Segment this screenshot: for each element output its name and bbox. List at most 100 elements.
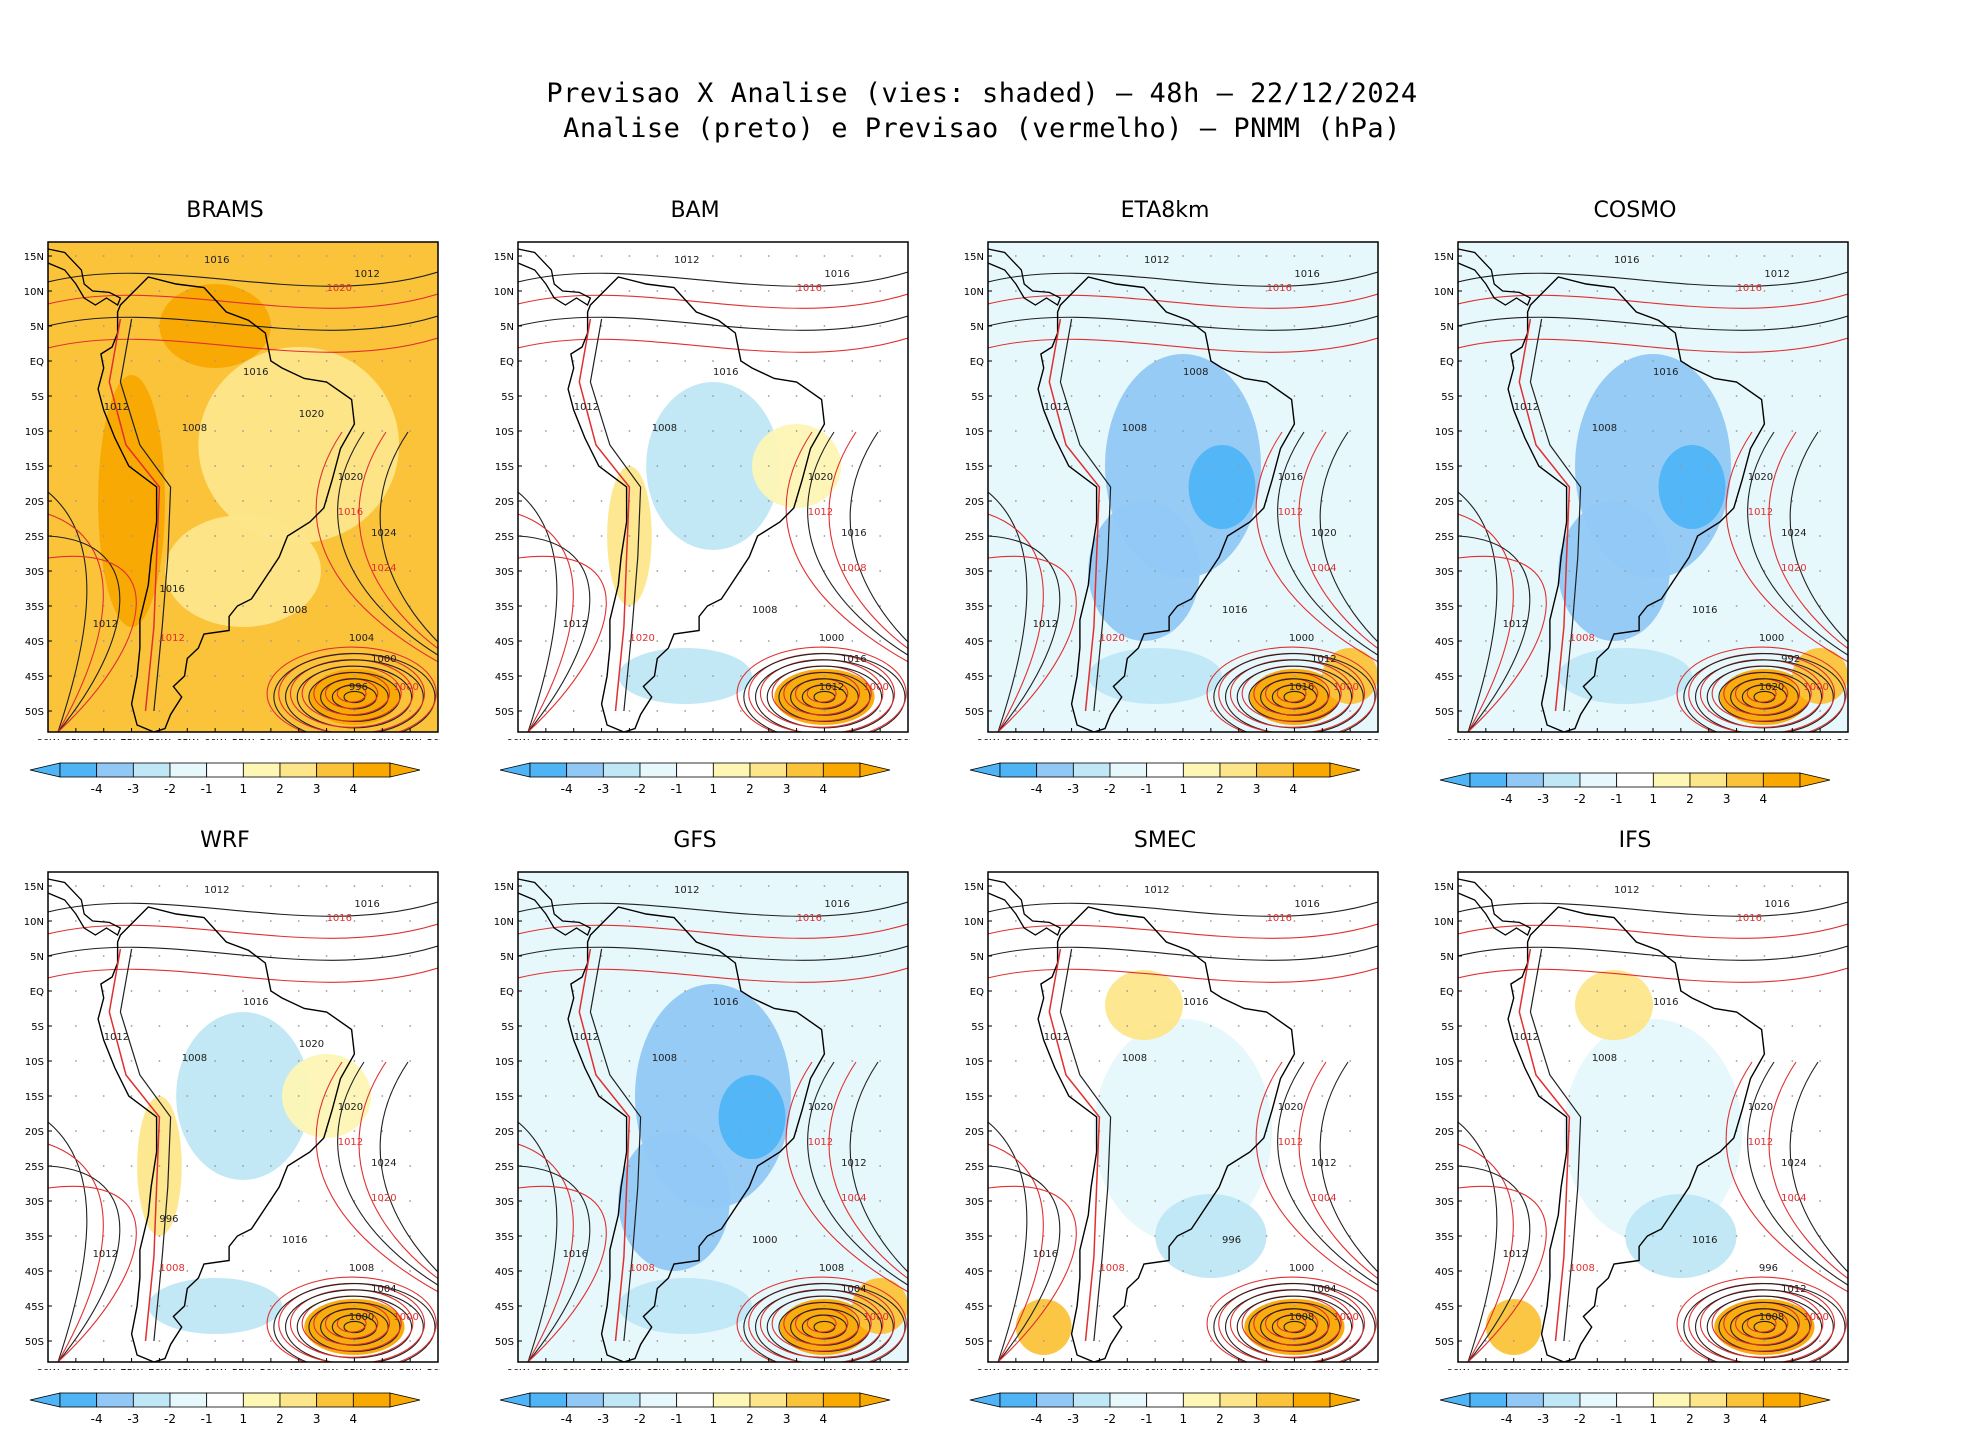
grid-dot [1098, 465, 1101, 467]
grid-dot [1596, 920, 1599, 922]
grid-dot [1070, 605, 1073, 607]
grid-dot [1679, 1165, 1682, 1167]
grid-dot [628, 1060, 631, 1062]
grid-dot [1540, 535, 1543, 537]
lon-label: 55W [1642, 738, 1665, 740]
grid-dot [381, 710, 384, 712]
grid-dot [712, 1095, 714, 1097]
isobar-north [48, 945, 438, 961]
grid-dot [242, 535, 244, 537]
grid-dot [1512, 990, 1515, 992]
grid-dot [684, 1340, 687, 1342]
grid-dot [1154, 1060, 1157, 1062]
isobar-label: 1012 [563, 619, 588, 630]
grid-dot [353, 1270, 356, 1272]
grid-dot [1349, 360, 1352, 362]
grid-dot [269, 1305, 272, 1307]
grid-dot [214, 430, 217, 432]
grid-dot [1707, 1165, 1710, 1167]
colorbar-swatch [786, 1392, 824, 1408]
isobar-pacific [518, 491, 558, 732]
grid-dot [1679, 1235, 1682, 1237]
grid-dot [1791, 570, 1794, 572]
grid-dot [1042, 255, 1045, 257]
colorbar: -4 -3 -2 -1 1 2 3 4 [969, 1392, 1361, 1426]
grid-dot [1070, 1130, 1073, 1132]
bias-blob [1575, 970, 1653, 1040]
colorbar-label: 4 [820, 782, 828, 796]
lat-label: 45S [1435, 672, 1454, 683]
grid-dot [1237, 1200, 1240, 1202]
grid-dot [1512, 1270, 1515, 1272]
colorbar-label: -1 [201, 782, 213, 796]
panel-title: GFS [673, 828, 717, 853]
grid-dot [851, 430, 854, 432]
lon-label: 55W [232, 1368, 255, 1370]
grid-dot [214, 325, 217, 327]
grid-dot [214, 1270, 217, 1272]
isobar-label: 1016 [1692, 1235, 1717, 1246]
lat-label: 5N [970, 322, 984, 333]
grid-dot [600, 255, 603, 257]
grid-dot [74, 1305, 77, 1307]
grid-dot [1098, 255, 1101, 257]
grid-dot [1540, 675, 1543, 677]
grid-dot [1014, 1305, 1017, 1307]
grid-dot [684, 325, 687, 327]
grid-dot [297, 1130, 300, 1132]
isobar-atlantic [849, 431, 908, 643]
grid-dot [1265, 1095, 1268, 1097]
grid-dot [600, 710, 603, 712]
lat-label: 10N [1434, 917, 1454, 928]
grid-dot [767, 1270, 770, 1272]
forecast-isobar [1206, 646, 1377, 732]
grid-dot [712, 1165, 714, 1167]
isobar-pacific [48, 513, 104, 732]
lon-label: 85W [1005, 1368, 1028, 1370]
isobar-label: 1020 [1748, 472, 1773, 483]
isobar-atlantic [1747, 1061, 1848, 1286]
grid-dot [656, 1340, 659, 1342]
colorbar-label: 4 [1290, 1412, 1298, 1426]
grid-dot [1596, 1305, 1599, 1307]
grid-dot [353, 920, 356, 922]
grid-dot [130, 395, 133, 397]
grid-dot [739, 920, 742, 922]
grid-dot [1679, 1095, 1682, 1097]
grid-dot [1540, 955, 1543, 957]
grid-dot [767, 1025, 770, 1027]
map-svg: 1012101610081012101610201016101210081000… [494, 241, 910, 740]
grid-dot [628, 1200, 631, 1202]
forecast-label: 1008 [841, 563, 866, 574]
isobar-north [518, 945, 908, 961]
grid-dot [1237, 570, 1240, 572]
lat-label: 15S [25, 1092, 44, 1103]
grid-dot [1154, 1340, 1157, 1342]
grid-dot [1596, 675, 1599, 677]
grid-dot [1763, 675, 1766, 677]
lon-label: 25W [1809, 1368, 1832, 1370]
bias-blob [1558, 501, 1670, 641]
grid-dot [1014, 1235, 1017, 1237]
grid-dot [1126, 500, 1129, 502]
grid-dot [544, 1095, 547, 1097]
grid-dot [1126, 325, 1129, 327]
grid-dot [1819, 1095, 1822, 1097]
grid-dot [600, 395, 603, 397]
lon-label: 50W [1200, 738, 1223, 740]
forecast-label: 1008 [1099, 1263, 1124, 1274]
isobar-pacific [988, 1185, 1077, 1362]
lon-label: 80W [92, 1368, 115, 1370]
grid-dot [712, 1200, 714, 1202]
grid-dot [1154, 535, 1157, 537]
grid-dot [1540, 395, 1543, 397]
lat-label: 50S [495, 1337, 514, 1348]
lat-label: 20S [1435, 1127, 1454, 1138]
grid-dot [242, 290, 244, 292]
lon-label: 65W [1116, 738, 1139, 740]
grid-dot [214, 1095, 217, 1097]
grid-dot [1293, 955, 1296, 957]
grid-dot [1568, 1200, 1571, 1202]
grid-dot [767, 1095, 770, 1097]
grid-dot [1209, 1165, 1212, 1167]
